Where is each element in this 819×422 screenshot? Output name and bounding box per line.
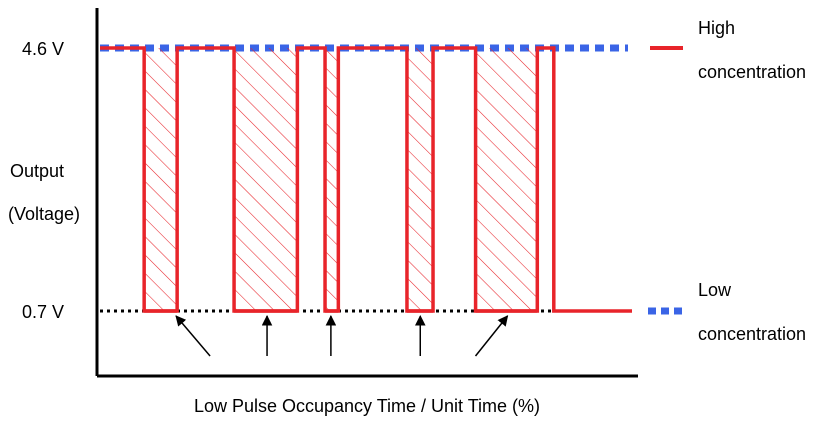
y-tick-label-low: 0.7 V bbox=[22, 302, 64, 322]
legend-high-label-line-1: High bbox=[698, 18, 735, 38]
annotation-arrows bbox=[175, 314, 509, 357]
legend-low-label-line-1: Low bbox=[698, 280, 732, 300]
y-tick-label-high: 4.6 V bbox=[22, 39, 64, 59]
low-interval-hatch-4 bbox=[406, 48, 434, 311]
annotation-arrow-1 bbox=[175, 315, 211, 357]
low-interval-hatching bbox=[144, 48, 538, 313]
low-interval-hatch-5 bbox=[475, 48, 538, 311]
legend-low-label-line-2: concentration bbox=[698, 324, 806, 344]
low-interval-hatch-2 bbox=[234, 48, 298, 311]
low-interval-hatch-1 bbox=[144, 48, 178, 311]
pulse-waveform bbox=[100, 46, 632, 313]
x-axis-label: Low Pulse Occupancy Time / Unit Time (%) bbox=[194, 396, 540, 416]
legend-high-label-line-2: concentration bbox=[698, 62, 806, 82]
y-axis-label-line-2: (Voltage) bbox=[8, 204, 80, 224]
annotation-arrow-5 bbox=[474, 315, 509, 357]
y-axis-label-line-1: Output bbox=[10, 161, 64, 181]
legend: High concentration Low concentration bbox=[648, 18, 806, 344]
low-interval-hatch-3 bbox=[325, 48, 339, 311]
